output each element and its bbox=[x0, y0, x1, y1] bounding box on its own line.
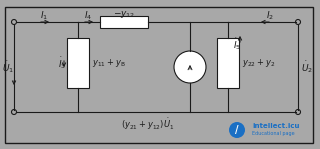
Text: $y_{22}+y_2$: $y_{22}+y_2$ bbox=[242, 57, 275, 69]
Text: $\dot{U}_1$: $\dot{U}_1$ bbox=[2, 59, 14, 75]
Text: intellect.icu: intellect.icu bbox=[252, 123, 300, 129]
Text: /: / bbox=[235, 125, 239, 135]
Bar bbox=[217, 38, 239, 88]
Text: $\dot{I}_1$: $\dot{I}_1$ bbox=[40, 6, 48, 22]
Bar bbox=[67, 38, 89, 88]
Text: $y_{11}+y_{\rm B}$: $y_{11}+y_{\rm B}$ bbox=[92, 57, 126, 69]
Text: $-y_{12}$: $-y_{12}$ bbox=[113, 8, 135, 20]
Text: $(y_{21}+y_{12})\dot{U}_1$: $(y_{21}+y_{12})\dot{U}_1$ bbox=[121, 116, 175, 132]
Circle shape bbox=[174, 51, 206, 83]
Text: Educational page: Educational page bbox=[252, 131, 295, 135]
Text: $\dot{I}_4$: $\dot{I}_4$ bbox=[84, 6, 92, 22]
Text: $\dot{I}_2$: $\dot{I}_2$ bbox=[266, 6, 274, 22]
Text: $\dot{U}_2$: $\dot{U}_2$ bbox=[301, 59, 313, 75]
Bar bbox=[100, 16, 148, 28]
Text: $\dot{I}_5$: $\dot{I}_5$ bbox=[233, 36, 241, 52]
Circle shape bbox=[229, 122, 245, 138]
Text: $\dot{I}_3$: $\dot{I}_3$ bbox=[58, 55, 66, 71]
